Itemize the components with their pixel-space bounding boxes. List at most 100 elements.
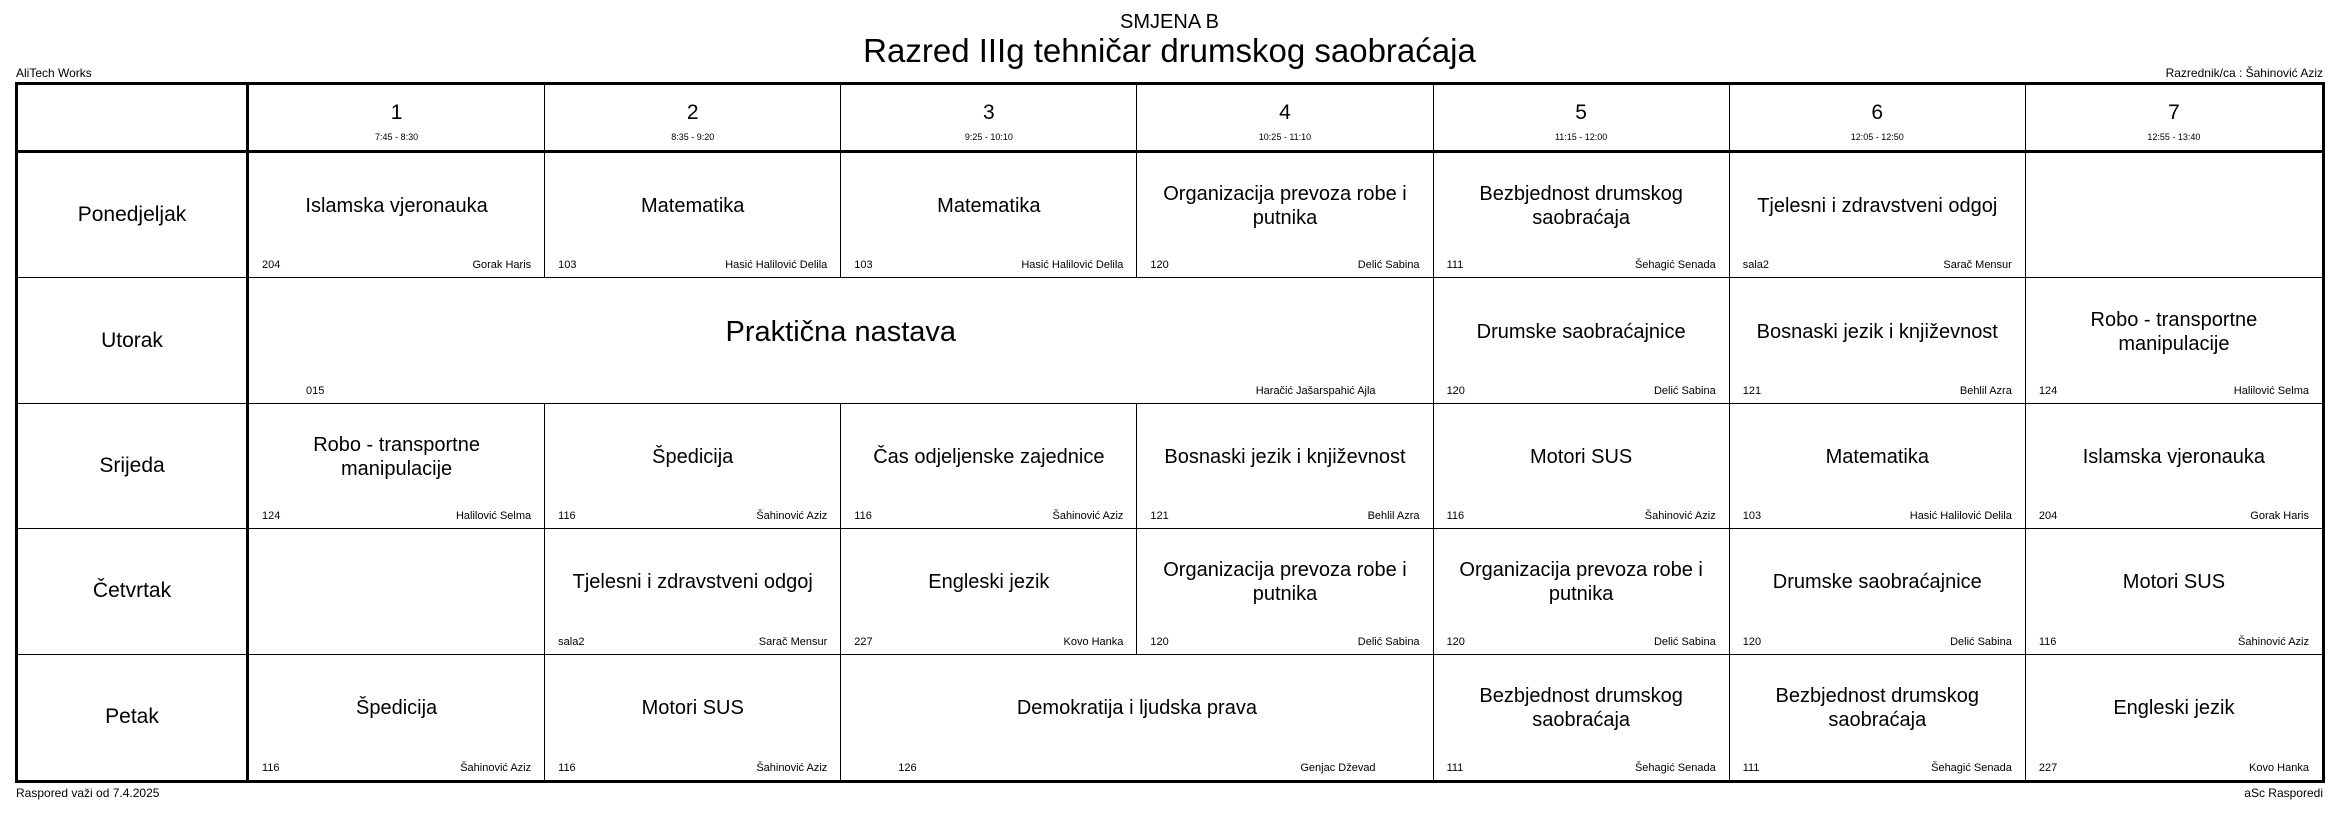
lesson-subject: Motori SUS bbox=[641, 697, 744, 720]
lesson-teacher: Šehagić Senada bbox=[1634, 762, 1716, 774]
lesson-subject: Špedicija bbox=[355, 697, 438, 720]
lesson-subject: Engleski jezik bbox=[2113, 697, 2235, 720]
lesson-subject: Bosnaski jezik i književnost bbox=[1164, 445, 1406, 468]
lesson-subject: Tjelesni i zdravstveni odgoj bbox=[572, 571, 813, 594]
lesson-cell: Bosnaski jezik i književnost 121 Behlil Az… bbox=[1137, 403, 1434, 530]
lesson-room: 126 bbox=[898, 762, 917, 774]
lesson-teacher: Delić Sabina bbox=[1357, 635, 1420, 648]
period-header-7: 7 12:55 - 13:40 bbox=[2025, 85, 2322, 153]
lesson-teacher: Delić Sabina bbox=[1653, 635, 1716, 648]
class-teacher: Razrednik/ca : Šahinović Aziz bbox=[2165, 66, 2323, 80]
lesson-teacher: Šahinović Aziz bbox=[1644, 510, 1716, 523]
lesson-room: 120 bbox=[1446, 635, 1465, 648]
lesson-teacher: Delić Sabina bbox=[1357, 259, 1420, 272]
period-time: 9:25 - 10:10 bbox=[964, 132, 1013, 142]
lesson-cell: Matematika 103 Hasić Halilović Delila bbox=[545, 153, 842, 279]
lesson-subject: Organizacija prevoza robe i putnika bbox=[1163, 559, 1407, 606]
lesson-subject: Bezbjednost drumskog saobraćaja bbox=[1479, 685, 1683, 732]
lesson-cell: Drumske saobraćajnice 120 Delić Sabina bbox=[1433, 278, 1730, 404]
lesson-room: 116 bbox=[558, 762, 576, 774]
lesson-subject bbox=[2034, 161, 2314, 251]
lesson-teacher: Sarač Mensur bbox=[758, 635, 828, 648]
empty-lesson-cell bbox=[249, 529, 546, 655]
period-number: 1 bbox=[390, 101, 403, 124]
lesson-cell: Čas odjeljenske zajednice 116 Šahinović Az… bbox=[841, 403, 1138, 530]
lesson-cell: Špedicija 116 Šahinović Aziz bbox=[249, 654, 546, 780]
lesson-room: 103 bbox=[1742, 510, 1762, 523]
period-number: 7 bbox=[2168, 101, 2180, 124]
period-header-2: 2 8:35 - 9:20 bbox=[545, 85, 842, 153]
page-title: Razred IIIg tehničar drumskog saobraćaja bbox=[863, 32, 1476, 69]
lesson-teacher: Kovo Hanka bbox=[2249, 762, 2309, 774]
lesson-teacher: Behlil Azra bbox=[1959, 384, 2012, 397]
lesson-teacher: Haračić Jašarspahić Ajla bbox=[1255, 384, 1376, 397]
lesson-cell: Motori SUS 116 Šahinović Aziz bbox=[545, 654, 842, 780]
lesson-room: 204 bbox=[2038, 510, 2058, 523]
lesson-subject: Drumske saobraćajnice bbox=[1772, 571, 1982, 594]
lesson-subject: Matematika bbox=[1825, 445, 1929, 468]
lesson-cell: Špedicija 116 Šahinović Aziz bbox=[545, 403, 842, 530]
lesson-teacher: Šahinović Aziz bbox=[756, 510, 828, 523]
lesson-cell: Organizacija prevoza robe i putnika 120 De… bbox=[1137, 153, 1434, 279]
lesson-subject: Špedicija bbox=[652, 445, 734, 468]
lesson-cell: Bezbjednost drumskog saobraćaja 111 Šehagi… bbox=[1434, 654, 1730, 780]
lesson-teacher: Šahinović Aziz bbox=[460, 762, 532, 774]
lesson-cell: Organizacija prevoza robe i putnika 120 De… bbox=[1137, 529, 1434, 655]
period-header-3: 3 9:25 - 10:10 bbox=[841, 85, 1138, 153]
lesson-teacher: Šahinović Aziz bbox=[1052, 510, 1124, 523]
lesson-subject: Matematika bbox=[641, 195, 745, 218]
lesson-teacher: Delić Sabina bbox=[1653, 384, 1716, 397]
grid-corner bbox=[18, 85, 249, 153]
lesson-cell: Engleski jezik 227 Kovo Hanka bbox=[841, 529, 1138, 655]
lesson-teacher: Šahinović Aziz bbox=[756, 762, 828, 774]
lesson-room: 204 bbox=[262, 259, 281, 272]
period-time: 7:45 - 8:30 bbox=[375, 132, 419, 142]
lesson-cell: Organizacija prevoza robe i putnika 120 De… bbox=[1433, 529, 1730, 655]
lesson-room: 124 bbox=[262, 510, 281, 523]
lesson-cell: Islamska vjeronauka 204 Gorak Haris bbox=[2025, 404, 2322, 530]
shift-label: SMJENA B bbox=[1120, 11, 1219, 33]
day-label: Petak bbox=[18, 654, 249, 780]
lesson-cell: Demokratija i ljudska prava 126 Genjac Dže… bbox=[841, 654, 1434, 780]
school-brand: AliTech Works bbox=[16, 66, 92, 80]
lesson-teacher: Hasić Halilović Delila bbox=[1021, 259, 1124, 272]
lesson-teacher: Hasić Halilović Delila bbox=[1909, 510, 2012, 523]
lesson-teacher: Behlil Azra bbox=[1367, 510, 1420, 523]
lesson-subject: Organizacija prevoza robe i putnika bbox=[1163, 183, 1407, 230]
lesson-subject: Bezbjednost drumskog saobraćaja bbox=[1479, 183, 1683, 230]
lesson-room: 111 bbox=[1742, 762, 1760, 774]
day-label: Srijeda bbox=[18, 403, 249, 530]
lesson-teacher: Genjac Dževad bbox=[1300, 762, 1376, 774]
period-time: 12:05 - 12:50 bbox=[1850, 132, 1904, 142]
day-label: Utorak bbox=[18, 278, 249, 404]
period-number: 4 bbox=[1279, 101, 1291, 124]
lesson-room: 116 bbox=[1446, 510, 1465, 523]
period-number: 6 bbox=[1871, 101, 1884, 124]
lesson-cell: Bosnaski jezik i književnost 121 Behlil Az… bbox=[1729, 278, 2026, 404]
lesson-cell: Engleski jezik 227 Kovo Hanka bbox=[2026, 655, 2322, 780]
lesson-room: 121 bbox=[1150, 510, 1169, 523]
lesson-room: 116 bbox=[262, 762, 280, 774]
lesson-subject: Demokratija i ljudska prava bbox=[1016, 697, 1257, 720]
lesson-room: 116 bbox=[558, 510, 576, 523]
lesson-subject: Bezbjednost drumskog saobraćaja bbox=[1775, 685, 1979, 732]
lesson-room: 121 bbox=[1742, 384, 1762, 397]
lesson-cell: Drumske saobraćajnice 120 Delić Sabina bbox=[1729, 529, 2026, 655]
day-label: Ponedjeljak bbox=[18, 153, 249, 279]
lesson-teacher: Gorak Haris bbox=[2250, 510, 2309, 523]
lesson-cell: Islamska vjeronauka 204 Gorak Haris bbox=[249, 153, 546, 279]
lesson-teacher: Šehagić Senada bbox=[1931, 762, 2012, 774]
lesson-teacher: Halilović Selma bbox=[2233, 384, 2309, 397]
lesson-teacher: Hasić Halilović Delila bbox=[725, 259, 828, 272]
lesson-subject: Islamska vjeronauka bbox=[2082, 445, 2266, 468]
period-number: 3 bbox=[983, 101, 995, 124]
lesson-subject: Motori SUS bbox=[2122, 571, 2226, 594]
lesson-subject bbox=[257, 537, 536, 627]
lesson-subject: Robo - transportne manipulacije bbox=[2090, 308, 2258, 355]
lesson-teacher: Kovo Hanka bbox=[1063, 635, 1124, 648]
lesson-room: 120 bbox=[1150, 259, 1169, 272]
lesson-room: 103 bbox=[854, 259, 873, 272]
lesson-subject: Motori SUS bbox=[1530, 445, 1633, 468]
lesson-teacher: Gorak Haris bbox=[472, 259, 532, 272]
lesson-subject: Matematika bbox=[937, 195, 1041, 218]
